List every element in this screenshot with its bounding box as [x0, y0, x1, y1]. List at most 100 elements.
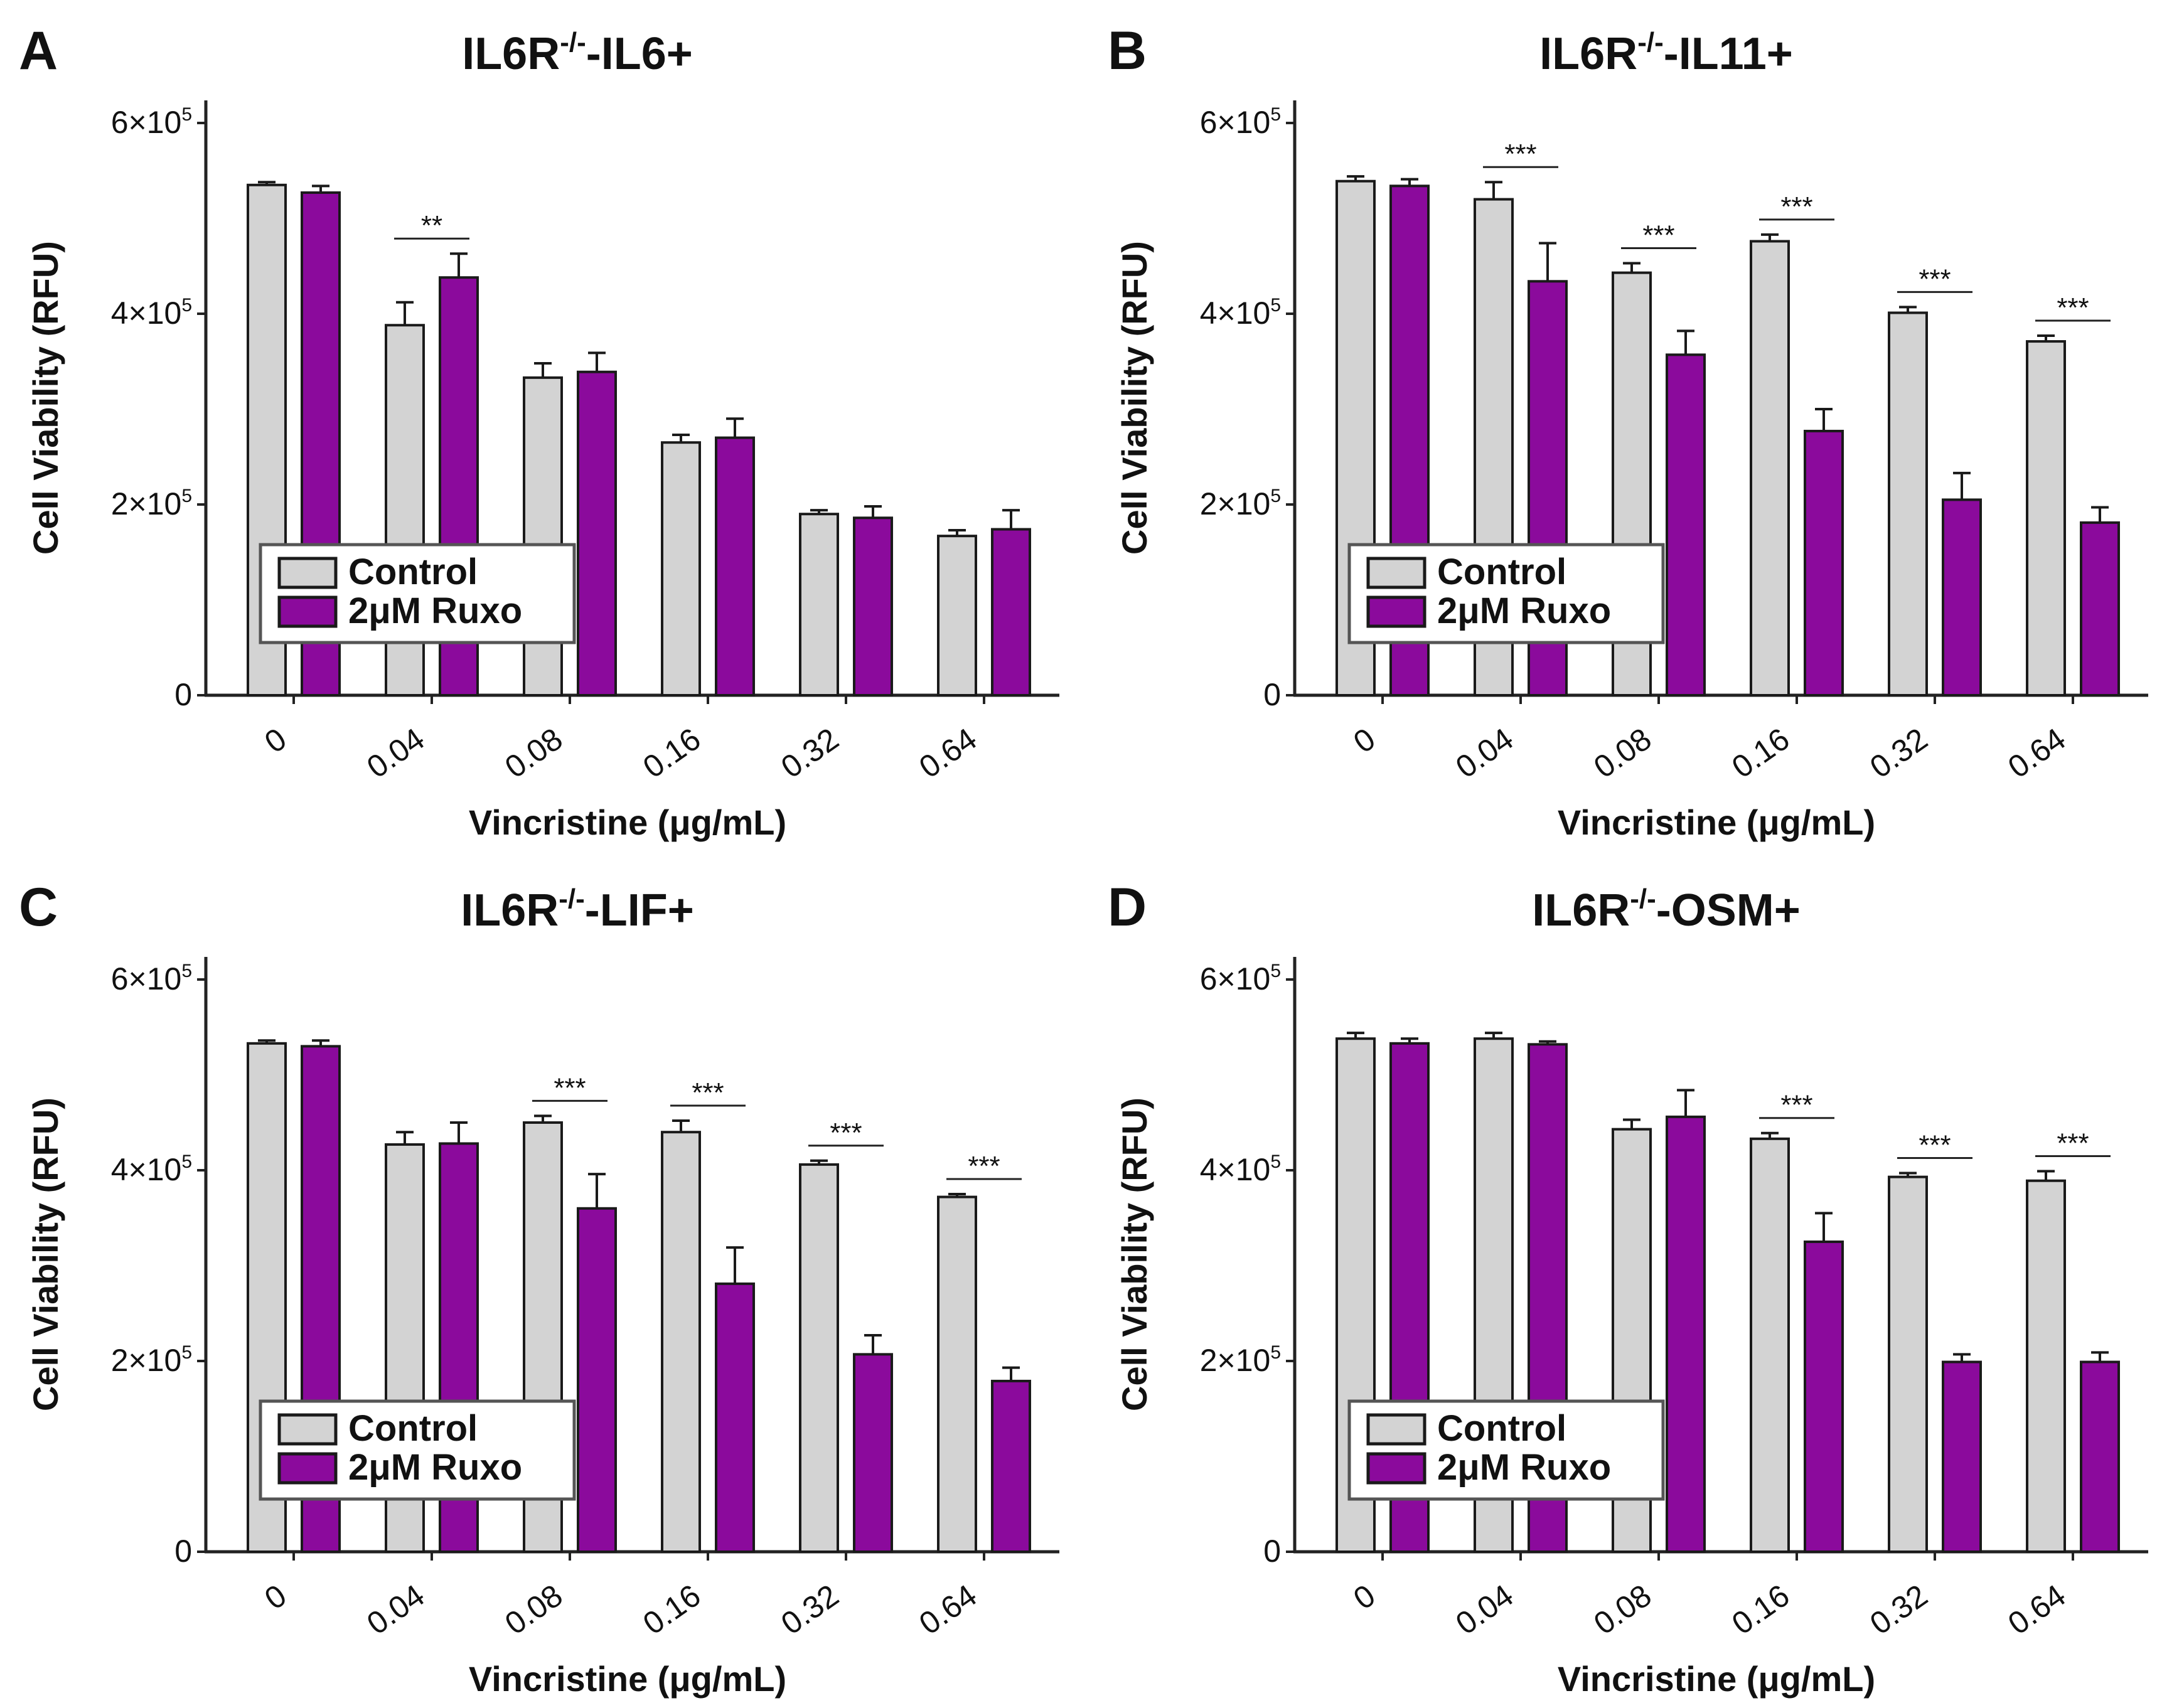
y-tick-label: 6×105 — [111, 104, 192, 140]
bar-control — [799, 513, 839, 697]
significance-label: *** — [1919, 264, 1951, 294]
legend-swatch — [1366, 557, 1426, 589]
y-tick-label: 4×105 — [1200, 1151, 1281, 1187]
bar-ruxo — [715, 436, 755, 697]
y-axis-title: Cell Viability (RFU) — [1115, 1097, 1154, 1411]
significance-label: *** — [1780, 191, 1812, 222]
x-tick-label: 0 — [1347, 1577, 1381, 1616]
y-tick-label: 4×105 — [1200, 295, 1281, 331]
x-tick-label: 0.16 — [1725, 1577, 1796, 1641]
significance-label: *** — [2057, 292, 2089, 323]
significance-label: ** — [421, 210, 442, 241]
bar-ruxo — [991, 1379, 1031, 1553]
significance-label: *** — [830, 1118, 862, 1148]
bar-control — [2026, 1179, 2066, 1553]
panel-c: C IL6R-/--LIF+ 0 2×105 4×105 6×105 Cell Viabil… — [19, 877, 1059, 1699]
x-tick-label: 0.08 — [1587, 721, 1657, 785]
x-tick-label: 0 — [258, 1577, 292, 1616]
y-tick-label: 6×105 — [111, 961, 192, 996]
bar-control — [661, 1131, 701, 1553]
legend-swatch — [277, 1413, 338, 1446]
y-tick-label: 0 — [174, 1534, 192, 1569]
panel-d: D IL6R-/--OSM+ 0 2×105 4×105 6×105 Cell Viabil… — [1108, 877, 2148, 1699]
x-tick-label: 0.16 — [636, 1577, 707, 1641]
bar-ruxo — [1942, 498, 1982, 697]
y-tick-label: 2×105 — [1200, 486, 1281, 521]
legend-swatch — [277, 1452, 338, 1485]
y-tick-label: 0 — [1263, 677, 1281, 712]
bar-control — [1888, 1175, 1928, 1553]
legend-label: Control — [1437, 552, 1566, 592]
legend-label: 2μM Ruxo — [1437, 590, 1611, 631]
x-tick-label: 0.16 — [636, 721, 707, 785]
y-tick-label: 2×105 — [1200, 1342, 1281, 1378]
bar-ruxo — [1942, 1360, 1982, 1554]
bar-ruxo — [1804, 429, 1844, 697]
legend-swatch — [1366, 595, 1426, 628]
x-tick-label: 0.64 — [913, 1577, 983, 1641]
x-axis-title: Vincristine (μg/mL) — [469, 803, 786, 842]
y-tick-label: 6×105 — [1200, 104, 1281, 140]
significance-label: *** — [968, 1151, 1000, 1182]
x-tick-label: 0.04 — [1449, 721, 1519, 785]
significance-label: *** — [1919, 1130, 1951, 1161]
legend-label: 2μM Ruxo — [1437, 1447, 1611, 1488]
bar-ruxo — [2080, 1360, 2120, 1554]
significance-label: *** — [692, 1077, 724, 1108]
legend-label: Control — [348, 1408, 478, 1449]
y-tick-label: 4×105 — [111, 1151, 192, 1187]
x-tick-label: 0.32 — [774, 1577, 845, 1641]
x-tick-label: 0.32 — [1863, 1577, 1934, 1641]
bar-ruxo — [853, 516, 893, 697]
significance-label: *** — [554, 1072, 586, 1103]
legend-swatch — [277, 595, 338, 628]
y-axis-title: Cell Viability (RFU) — [26, 241, 65, 555]
panel-letter: C — [19, 877, 58, 937]
x-tick-label: 0 — [258, 721, 292, 760]
panel-b: B IL6R-/--IL11+ 0 2×105 4×105 6×105 Cell Viabi… — [1108, 21, 2148, 842]
bar-control — [1750, 240, 1790, 697]
x-tick-label: 0.64 — [2001, 721, 2072, 785]
legend-label: 2μM Ruxo — [348, 590, 522, 631]
y-axis-title: Cell Viability (RFU) — [26, 1097, 65, 1411]
significance-label: *** — [1642, 220, 1674, 250]
legend-label: Control — [1437, 1408, 1566, 1449]
x-axis-title: Vincristine (μg/mL) — [1558, 1659, 1875, 1699]
bar-control — [937, 1195, 977, 1553]
x-axis-title: Vincristine (μg/mL) — [469, 1659, 786, 1699]
bar-control — [799, 1163, 839, 1553]
bar-ruxo — [715, 1282, 755, 1553]
panel-letter: B — [1108, 21, 1147, 81]
y-tick-label: 2×105 — [111, 486, 192, 521]
bar-ruxo — [2080, 521, 2120, 697]
legend-label: 2μM Ruxo — [348, 1447, 522, 1488]
significance-label: *** — [2057, 1128, 2089, 1159]
bar-control — [523, 376, 563, 697]
legend-label: Control — [348, 552, 478, 592]
x-tick-label: 0.16 — [1725, 721, 1796, 785]
bar-ruxo — [853, 1353, 893, 1553]
x-tick-label: 0.32 — [774, 721, 845, 785]
x-tick-label: 0.04 — [360, 721, 431, 785]
y-tick-label: 0 — [174, 677, 192, 712]
x-tick-label: 0.64 — [2001, 1577, 2072, 1641]
x-axis-title: Vincristine (μg/mL) — [1558, 803, 1875, 842]
x-tick-label: 0.08 — [1587, 1577, 1657, 1641]
x-tick-label: 0.04 — [1449, 1577, 1519, 1641]
bar-ruxo — [1666, 1115, 1706, 1553]
bar-control — [937, 535, 977, 697]
significance-label: *** — [1504, 139, 1536, 169]
y-tick-label: 0 — [1263, 1534, 1281, 1569]
bar-ruxo — [577, 1207, 617, 1553]
bar-control — [2026, 340, 2066, 697]
x-tick-label: 0.08 — [498, 721, 569, 785]
significance-label: *** — [1780, 1090, 1812, 1121]
legend-swatch — [1366, 1413, 1426, 1446]
bar-control — [661, 441, 701, 697]
chart-title: IL6R-/--LIF+ — [461, 883, 694, 936]
panel-a: A IL6R-/--IL6+ 0 2×105 4×105 6×105 Cell Viabil… — [19, 21, 1059, 842]
bar-control — [1888, 311, 1928, 697]
y-tick-label: 2×105 — [111, 1342, 192, 1378]
x-tick-label: 0.32 — [1863, 721, 1934, 785]
